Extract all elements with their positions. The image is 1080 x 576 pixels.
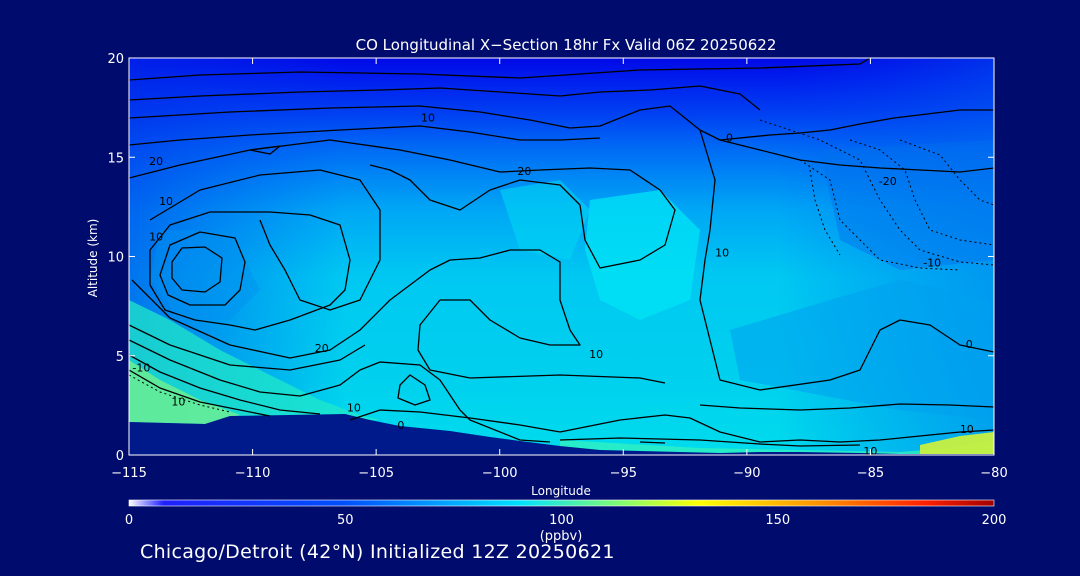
high-co-patch-east: [920, 432, 994, 455]
contour-value-label: 10: [960, 423, 974, 436]
colorbar: [128, 499, 995, 507]
contour-value-label: 10: [159, 195, 173, 208]
contour-line: [149, 169, 381, 311]
contour-line: [699, 129, 761, 391]
x-axis-ticks: −115 −110 −105 −100 −95 −90 −85 −80: [111, 58, 1008, 481]
contour-line: [131, 249, 666, 384]
dotted-contour-line: [129, 374, 231, 413]
contour-line: [149, 211, 351, 331]
y-axis-ticks: 0 5 10 15 20: [107, 52, 994, 464]
contour-line: [559, 437, 861, 447]
contour-value-label: -10: [132, 362, 150, 375]
footer-caption: Chicago/Detroit (42°N) Initialized 12Z 2…: [140, 541, 615, 563]
colorbar-tick-label: 100: [549, 513, 574, 528]
cyan-region-upper: [500, 180, 590, 260]
y-tick-label: 20: [107, 52, 124, 67]
contour-value-label: 10: [171, 395, 185, 408]
contour-line: [129, 324, 366, 371]
y-tick-label: 15: [107, 151, 124, 166]
high-co-patch-west: [129, 300, 380, 424]
contour-value-label: 10: [715, 247, 729, 260]
contour-lines: [129, 58, 994, 447]
contour-value-label: 20: [315, 342, 329, 355]
x-tick-label: −110: [235, 466, 271, 481]
dotted-contour-line: [799, 159, 961, 271]
contour-line: [639, 441, 666, 444]
contour-value-label: 10: [589, 348, 603, 361]
contour-value-label: 0: [966, 338, 973, 351]
contour-value-label: 10: [347, 401, 361, 414]
chart-title: CO Longitudinal X−Section 18hr Fx Valid …: [356, 36, 777, 54]
y-tick-label: 5: [116, 350, 124, 365]
contour-line: [171, 246, 223, 293]
y-axis-label: Altitude (km): [86, 219, 100, 298]
contour-line: [129, 139, 676, 269]
contour-line: [759, 319, 994, 391]
contour-line: [349, 409, 994, 443]
contour-line: [129, 369, 271, 417]
contour-value-label: 20: [517, 165, 531, 178]
contour-line: [699, 403, 994, 411]
contour-value-label: 0: [397, 419, 404, 432]
terrain: [129, 414, 994, 455]
contour-value-label: 10: [421, 112, 435, 125]
x-tick-label: −115: [111, 466, 147, 481]
x-tick-label: −85: [857, 466, 884, 481]
contour-value-label: -10: [923, 256, 941, 269]
contour-line: [719, 109, 994, 141]
colorbar-tick-label: 50: [337, 513, 354, 528]
x-tick-label: −80: [980, 466, 1007, 481]
contour-value-label: 20: [149, 155, 163, 168]
colorbar-unit-label: (ppbv): [540, 529, 583, 544]
y-tick-label: 10: [107, 251, 124, 266]
contour-line: [159, 231, 246, 306]
colorbar-ticks: 0 50 100 150 200: [125, 513, 1007, 528]
colorbar-tick-label: 150: [765, 513, 790, 528]
dotted-contour-line: [759, 119, 994, 266]
colorbar-tick-label: 200: [982, 513, 1007, 528]
contour-line: [249, 145, 281, 155]
contour-line: [129, 105, 721, 141]
y-tick-label: 0: [116, 449, 124, 464]
contour-line: [129, 125, 601, 146]
contour-line: [129, 85, 761, 111]
dotted-contour-line: [809, 169, 841, 256]
x-tick-label: −105: [358, 466, 394, 481]
contour-value-label: 0: [726, 131, 733, 144]
x-tick-label: −90: [733, 466, 760, 481]
contour-value-label: 10: [149, 231, 163, 244]
x-tick-label: −95: [610, 466, 637, 481]
contour-value-label: -20: [879, 175, 897, 188]
blue-patch-east-upper: [820, 140, 994, 270]
x-axis-label: Longitude: [531, 484, 591, 498]
x-tick-label: −100: [482, 466, 518, 481]
negative-contour-lines: [129, 119, 994, 413]
dotted-contour-line: [849, 139, 994, 246]
contour-line: [129, 58, 871, 81]
contour-line: [397, 374, 431, 406]
contour-line: [129, 354, 321, 415]
colorbar-tick-label: 0: [125, 513, 133, 528]
high-co-patch-surface: [560, 440, 994, 455]
contour-line: [719, 139, 994, 173]
